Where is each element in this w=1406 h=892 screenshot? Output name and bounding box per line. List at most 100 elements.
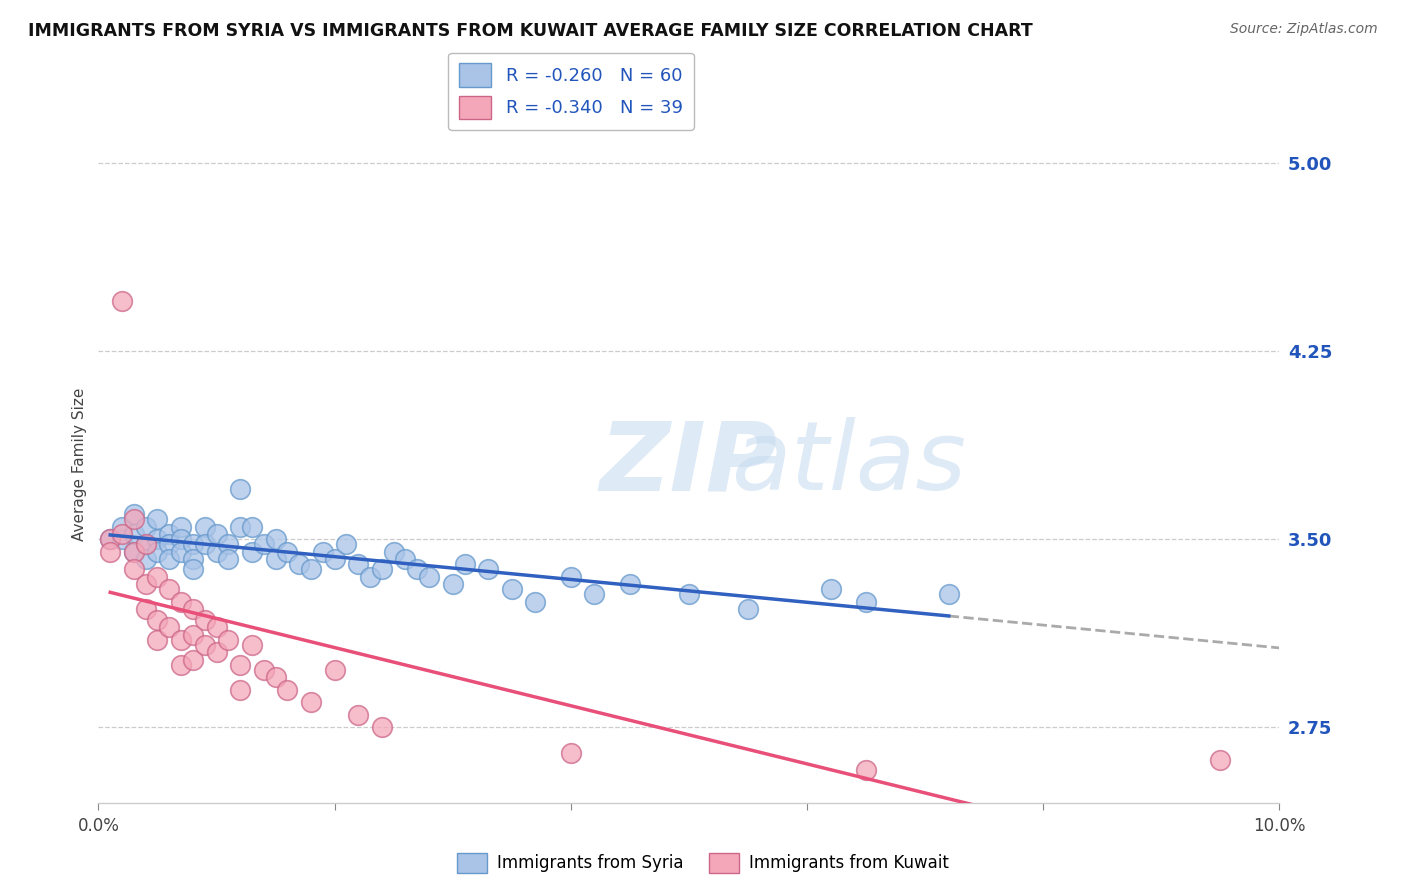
Point [205,645,228,659]
Point [181,537,204,551]
Point [205,545,228,559]
Point [170,595,193,609]
Point [157,620,180,634]
Point [1209,753,1232,767]
Point [560,570,582,584]
Point [240,519,263,533]
Point [276,682,298,697]
Point [146,532,169,546]
Legend: Immigrants from Syria, Immigrants from Kuwait: Immigrants from Syria, Immigrants from K… [451,847,955,880]
Point [276,545,298,559]
Point [194,537,217,551]
Point [135,577,157,591]
Point [229,482,252,496]
Point [678,587,700,601]
Point [855,595,877,609]
Text: IMMIGRANTS FROM SYRIA VS IMMIGRANTS FROM KUWAIT AVERAGE FAMILY SIZE CORRELATION : IMMIGRANTS FROM SYRIA VS IMMIGRANTS FROM… [28,22,1033,40]
Text: Source: ZipAtlas.com: Source: ZipAtlas.com [1230,22,1378,37]
Point [820,582,842,597]
Point [98,532,121,546]
Point [240,545,263,559]
Point [253,537,276,551]
Point [111,527,134,541]
Point [111,293,134,308]
Point [111,532,134,546]
Point [264,670,287,684]
Point [146,613,169,627]
Point [157,537,180,551]
Point [146,632,169,647]
Point [157,527,180,541]
Point [453,558,475,572]
Point [146,512,169,526]
Point [477,562,499,576]
Point [855,763,877,777]
Point [170,545,193,559]
Legend: R = -0.260   N = 60, R = -0.340   N = 39: R = -0.260 N = 60, R = -0.340 N = 39 [449,53,693,129]
Point [382,545,405,559]
Point [111,519,134,533]
Point [938,587,960,601]
Point [122,512,145,526]
Point [406,562,429,576]
Point [253,663,276,677]
Point [394,552,416,566]
Point [299,695,322,709]
Point [194,638,217,652]
Point [501,582,523,597]
Point [205,620,228,634]
Point [524,595,547,609]
Point [288,558,311,572]
Point [229,657,252,672]
Point [122,545,145,559]
Point [217,537,239,551]
Point [170,657,193,672]
Point [299,562,322,576]
Point [264,552,287,566]
Point [135,602,157,616]
Point [135,552,157,566]
Point [619,577,641,591]
Point [323,663,346,677]
Point [170,519,193,533]
Point [217,632,239,647]
Point [347,558,370,572]
Point [181,562,204,576]
Point [264,532,287,546]
Point [122,545,145,559]
Point [194,613,217,627]
Point [181,602,204,616]
Point [135,537,157,551]
Point [347,707,370,722]
Point [312,545,335,559]
Point [205,527,228,541]
Point [359,570,381,584]
Point [157,552,180,566]
Point [323,552,346,566]
Y-axis label: Average Family Size: Average Family Size [72,387,87,541]
Point [98,545,121,559]
Point [560,746,582,760]
Text: atlas: atlas [731,417,966,510]
Point [98,532,121,546]
Point [135,537,157,551]
Point [418,570,440,584]
Point [122,507,145,521]
Point [229,682,252,697]
Point [146,545,169,559]
Point [240,638,263,652]
Point [229,519,252,533]
Point [181,627,204,641]
Point [441,577,464,591]
Point [371,562,394,576]
Point [170,532,193,546]
Point [371,721,394,735]
Point [122,562,145,576]
Point [194,519,217,533]
Point [737,602,759,616]
Point [170,632,193,647]
Point [157,582,180,597]
Point [335,537,357,551]
Point [146,570,169,584]
Point [122,527,145,541]
